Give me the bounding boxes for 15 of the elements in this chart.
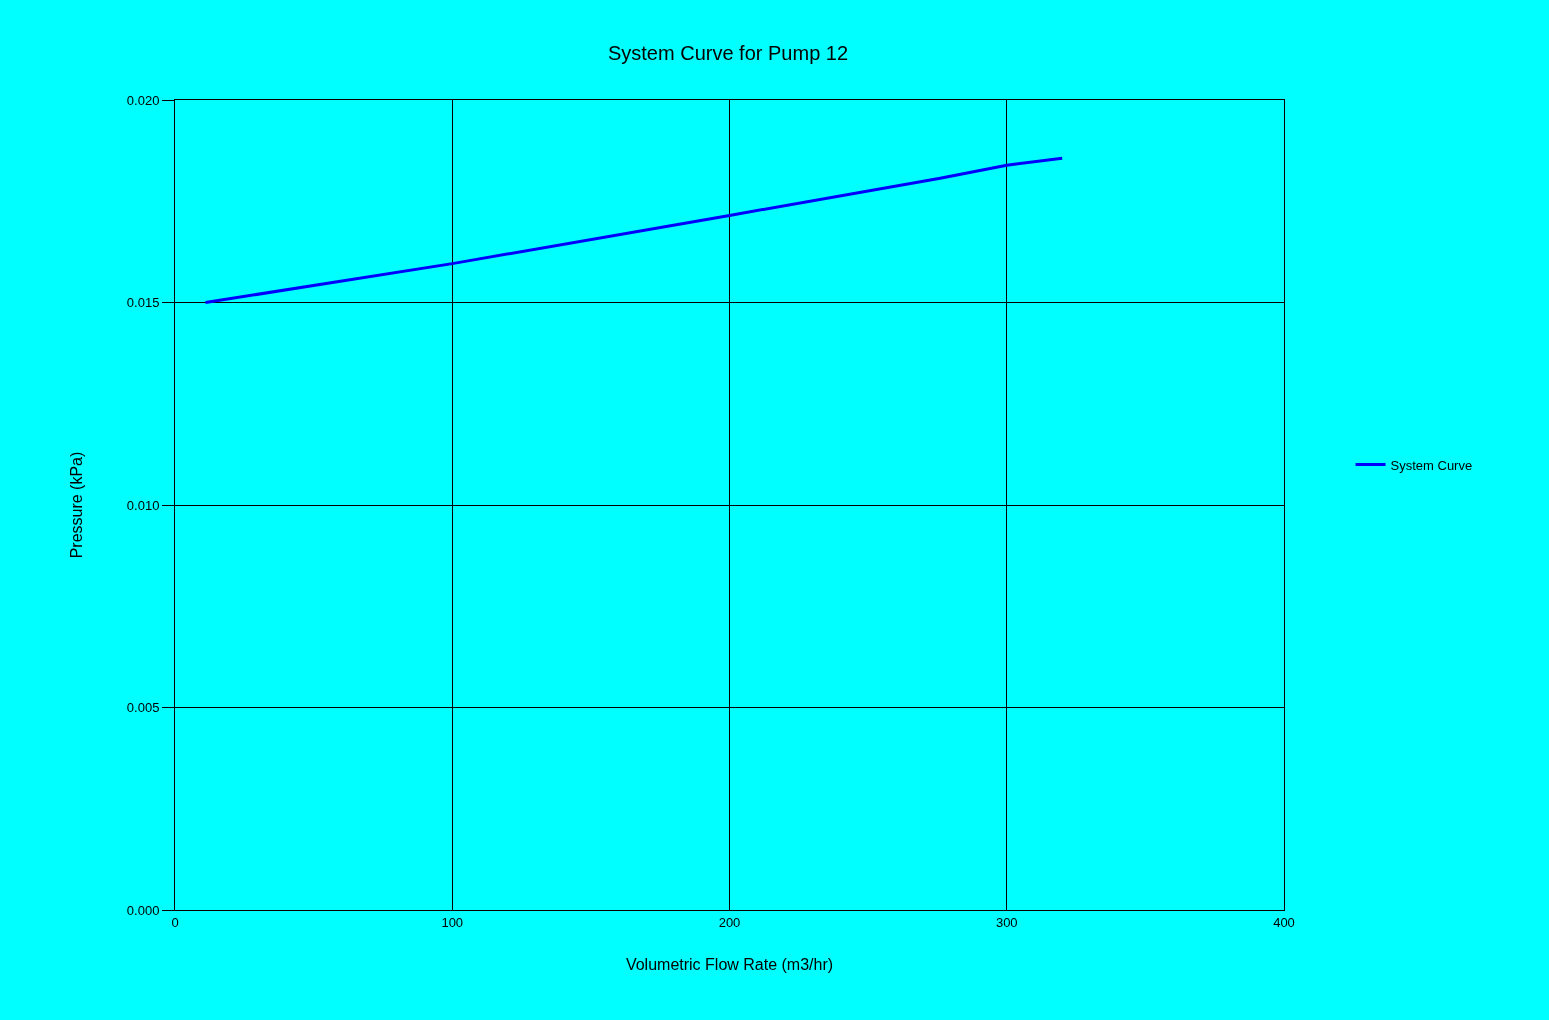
y-tick-label: 0.015 — [126, 295, 160, 311]
x-tick-label: 300 — [995, 914, 1018, 930]
x-tick-label: 400 — [1273, 914, 1295, 930]
x-tick-label: 100 — [441, 914, 464, 930]
chart-title: System Curve for Pump 12 — [607, 41, 849, 64]
x-axis-title: Volumetric Flow Rate (m3/hr) — [625, 956, 834, 974]
y-tick-label: 0.005 — [126, 700, 160, 716]
y-axis-title: Pressure (kPa) — [67, 451, 85, 559]
x-tick-label: 0 — [171, 914, 179, 930]
x-tick-label: 200 — [718, 914, 741, 930]
y-tick-label: 0.000 — [126, 902, 160, 918]
y-tick-label: 0.020 — [126, 92, 160, 108]
y-tick-label: 0.010 — [126, 497, 160, 513]
legend-label: System Curve — [1390, 457, 1473, 473]
line-series — [204, 156, 1064, 304]
